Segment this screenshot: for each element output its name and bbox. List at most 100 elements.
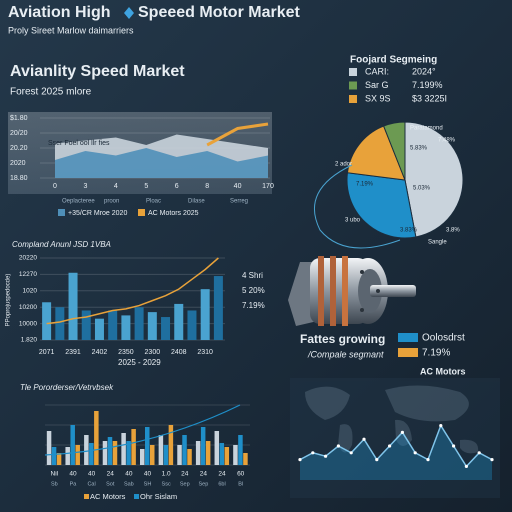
- bar: [134, 307, 144, 340]
- chart-note: 5 20%: [242, 286, 265, 295]
- x-sublabel: Ploac: [146, 199, 161, 205]
- bar: [195, 441, 201, 465]
- x-sublabel: proon: [104, 199, 119, 205]
- segment-title: Fattes growing: [300, 332, 385, 346]
- pie-annotation: Paratamond: [410, 126, 443, 132]
- x-sublabel: Sb: [51, 481, 58, 487]
- segment-subtitle: /Compale segmant: [307, 349, 384, 359]
- pie-annotation: 2 ador: [335, 162, 352, 168]
- bar: [94, 318, 104, 340]
- bar: [108, 310, 118, 340]
- pie-annotation: 3.83%: [400, 228, 418, 234]
- bar: [174, 303, 184, 340]
- point: [298, 458, 302, 462]
- bar: [163, 445, 169, 465]
- x-tick-label: 24: [181, 471, 189, 478]
- point: [311, 451, 315, 455]
- bar: [205, 441, 211, 465]
- legend-label: SX 9S: [365, 93, 391, 103]
- bar: [150, 445, 155, 465]
- pie-annotation: 7.48%: [438, 138, 456, 144]
- point: [426, 458, 430, 462]
- x-tick-label: Nil: [51, 471, 59, 478]
- pie-annotation: 3.8%: [446, 228, 460, 234]
- x-sublabel: 6bl: [218, 481, 225, 487]
- y-tick-label: 20220: [19, 255, 37, 262]
- bar: [177, 445, 182, 465]
- point: [324, 454, 328, 458]
- x-tick-label: 5: [144, 183, 148, 190]
- legend-value: 2024°: [412, 66, 436, 76]
- x-sublabel: Sep: [180, 481, 190, 487]
- bar: [112, 441, 118, 465]
- bar: [55, 307, 65, 340]
- y-tick-label: 20/20: [10, 130, 28, 137]
- x-sublabel: Sab: [124, 481, 134, 487]
- y-tick-label: 18.80: [10, 175, 28, 182]
- x-tick-label: 40: [88, 471, 96, 478]
- x-sublabel: Bl: [238, 481, 243, 487]
- point: [452, 444, 456, 448]
- point: [400, 430, 404, 434]
- pie-annotation: 5.83%: [410, 146, 428, 152]
- point: [477, 451, 481, 455]
- x-tick-label: 0: [53, 183, 57, 190]
- y-tick-label: 1020: [23, 288, 38, 295]
- bar: [94, 411, 99, 465]
- legend-key: [398, 348, 418, 357]
- chart-title: Tle Pororderser/Vetrvbsek: [20, 383, 114, 392]
- y-axis-title: PPoprojuspedocde): [6, 274, 12, 327]
- area: [300, 425, 492, 480]
- section-subtitle: Forest 2025 mlore: [10, 87, 92, 98]
- legend-key: [349, 95, 357, 103]
- y-tick-label: 10000: [19, 320, 37, 327]
- legend-label: Oolosdrst: [422, 333, 465, 344]
- legend-key: [58, 209, 65, 216]
- bar: [224, 447, 230, 465]
- x-sublabel: SH: [144, 481, 152, 487]
- title-icon: [124, 7, 134, 19]
- x-sublabel: Pa: [70, 481, 78, 487]
- pie-slice: [383, 121, 406, 181]
- chart-note: 7.19%: [242, 301, 265, 310]
- legend-value: 7.199%: [412, 80, 443, 90]
- bar: [107, 437, 113, 465]
- bar: [168, 425, 174, 465]
- legend-key: [138, 209, 145, 216]
- point: [439, 424, 443, 428]
- x-tick-label: 24: [200, 471, 208, 478]
- bar: [145, 427, 150, 465]
- chart-title: Compland Anunl JSD 1VBA: [12, 240, 111, 249]
- pie-slice: [346, 125, 406, 181]
- legend-value: $3 3225I: [412, 93, 447, 103]
- legend-label: Sar G: [365, 80, 389, 90]
- legend-key: [134, 494, 139, 499]
- legend-label: +35/CR Mroe 2020: [68, 210, 127, 217]
- x-tick-label: 24: [218, 471, 226, 478]
- title: Aviation High: [8, 4, 111, 21]
- legend-key: [398, 333, 418, 342]
- x-sublabel: Sep: [199, 481, 209, 487]
- bar: [81, 310, 91, 340]
- segment-note: AC Motors: [420, 366, 466, 376]
- x-sublabel: Cal: [87, 481, 95, 487]
- x-tick-label: 3: [83, 183, 87, 190]
- pie-annotation: 7.19%: [356, 182, 374, 188]
- x-tick-label: 2071: [39, 349, 55, 356]
- trend-line: [46, 257, 219, 325]
- x-tick-label: 40: [234, 183, 242, 190]
- bar: [213, 276, 223, 340]
- x-sublabel: Sot: [106, 481, 115, 487]
- legend-label: AC Motors: [90, 492, 126, 501]
- annotation: Sser Foel ool llr fies: [48, 140, 110, 147]
- area: [55, 148, 268, 178]
- x-tick-label: 170: [262, 183, 274, 190]
- bar: [75, 445, 80, 465]
- bar: [243, 453, 248, 465]
- pie-annotation: 3 ubo: [345, 218, 361, 224]
- bar: [65, 447, 70, 465]
- motor-illustration: [288, 256, 416, 326]
- point: [464, 464, 468, 468]
- bar: [147, 312, 157, 340]
